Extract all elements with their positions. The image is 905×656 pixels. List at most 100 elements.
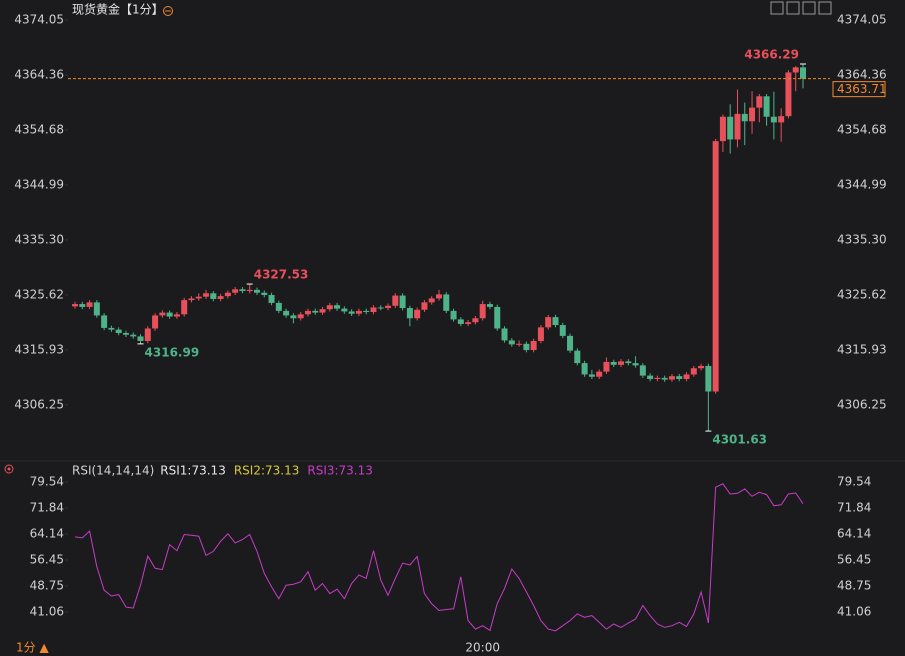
y-tick-label: 4344.99 [14, 177, 64, 191]
indicator-icon-dot [7, 467, 11, 471]
candle-body [137, 336, 144, 341]
extreme-label: 4301.63 [712, 433, 767, 447]
candle-body [152, 315, 159, 329]
extreme-label: 4327.53 [254, 268, 309, 282]
candle-body [217, 296, 224, 299]
candle-body [508, 340, 515, 345]
tool-button[interactable] [786, 1, 800, 15]
candle-body [479, 304, 486, 319]
candle-body [239, 289, 246, 292]
candle-body [683, 374, 690, 380]
candle-body [348, 311, 355, 314]
candle-body [406, 308, 413, 319]
y-tick-label: 4325.62 [14, 287, 64, 301]
tool-button[interactable] [770, 1, 784, 15]
candle-body [574, 350, 581, 364]
toolbar [770, 1, 832, 15]
candle-body [79, 304, 86, 307]
y-tick-label: 4306.25 [14, 397, 64, 411]
candle-body [72, 304, 78, 307]
candle-body [86, 302, 93, 307]
y-tick-label: 48.75 [30, 579, 64, 593]
candle-body [516, 343, 523, 345]
candle-body [101, 315, 108, 328]
candle-body [414, 309, 421, 319]
y-tick-label: 64.14 [30, 527, 64, 541]
candle-body [698, 365, 705, 369]
candle-body [166, 312, 173, 317]
tool-button[interactable] [818, 1, 832, 15]
tool-button[interactable] [802, 1, 816, 15]
candle-body [355, 310, 362, 314]
rsi-line [74, 483, 804, 632]
y-tick-label-right: 41.06 [837, 604, 871, 618]
candle-body [785, 72, 792, 117]
candle-body [596, 371, 603, 377]
candle-body [770, 116, 777, 123]
candle-body [232, 289, 239, 293]
candle-body [603, 361, 610, 372]
candle-body [501, 328, 508, 341]
indicator-title: RSI(14,14,14) [72, 464, 154, 478]
candle-body [567, 335, 574, 351]
candle-body [290, 315, 297, 319]
candle-body [312, 310, 319, 313]
candle-body [618, 361, 624, 365]
candle-body [450, 310, 457, 320]
candle-body [523, 343, 530, 351]
candle-body [377, 307, 384, 309]
candle-body [778, 116, 785, 123]
candle-body [224, 292, 231, 297]
candle-body [552, 317, 559, 326]
candle-body [712, 141, 719, 392]
candle-body [122, 333, 129, 335]
y-tick-label: 41.06 [30, 604, 64, 618]
candle-body [385, 305, 392, 309]
y-tick-label-right: 4344.99 [837, 177, 887, 191]
candle-body [763, 96, 770, 117]
candle-body [647, 375, 654, 380]
candle-body [443, 294, 450, 311]
candle-body [792, 67, 799, 73]
y-tick-label-right: 4374.05 [837, 12, 887, 26]
candle-body [530, 340, 537, 351]
title-icon[interactable] [163, 6, 173, 16]
candle-body [319, 309, 326, 313]
candle-body [399, 295, 406, 309]
y-tick-label-right: 64.14 [837, 527, 871, 541]
candle-body [188, 298, 195, 301]
candle-body [610, 361, 617, 365]
candle-body [275, 302, 282, 311]
y-tick-label-right: 4335.30 [837, 232, 887, 246]
candle-body [392, 295, 399, 306]
candle-body [108, 327, 115, 330]
candle-body [705, 365, 712, 392]
y-tick-label-right: 56.45 [837, 553, 871, 567]
candle-body [486, 304, 493, 307]
y-tick-label: 4374.05 [14, 12, 64, 26]
candle-body [268, 294, 275, 303]
candle-body [173, 314, 180, 317]
candle-body [254, 289, 260, 293]
candle-body [494, 306, 501, 329]
candle-body [370, 307, 377, 313]
y-tick-label-right: 71.84 [837, 501, 871, 515]
legend-label: RSI3:73.13 [307, 464, 373, 478]
y-tick-label: 56.45 [30, 553, 64, 567]
candle-body [625, 361, 632, 364]
candle-body [93, 302, 100, 316]
y-tick-label-right: 79.54 [837, 475, 871, 489]
candle-body [472, 318, 479, 323]
candle-body [115, 329, 122, 334]
candle-body [159, 312, 166, 316]
period-label[interactable]: 1分 ▲ [16, 641, 49, 655]
candle-body [326, 305, 333, 310]
price-box [832, 81, 886, 98]
candle-body [297, 314, 304, 319]
indicator-icon[interactable] [4, 464, 14, 474]
candle-body [727, 116, 734, 140]
candle-body [210, 293, 217, 299]
candle-body [654, 377, 661, 380]
